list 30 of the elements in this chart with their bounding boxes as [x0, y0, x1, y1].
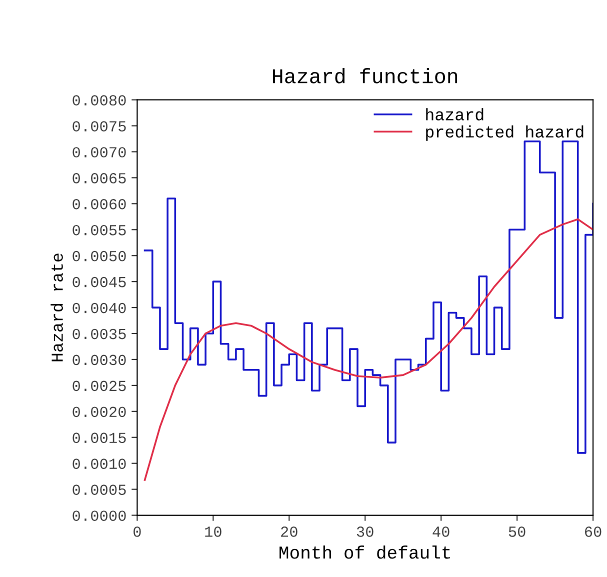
- y-tick-label: 0.0010: [72, 458, 126, 470]
- line-series: [144, 218, 594, 481]
- x-axis-title: Month of default: [280, 545, 450, 559]
- x-tick-label: 0: [134, 526, 141, 537]
- legend-label: predicted hazard: [426, 125, 584, 141]
- y-tick-label: 0.0055: [72, 224, 126, 236]
- y-tick-label: 0.0035: [72, 328, 126, 340]
- y-tick-label: 0.0015: [72, 432, 126, 444]
- chart-title: Hazard function: [272, 68, 458, 84]
- y-tick-label: 0.0020: [72, 406, 126, 418]
- y-tick-label: 0.0030: [72, 354, 126, 366]
- y-tick-label: 0.0050: [72, 250, 126, 262]
- y-tick-label: 0.0025: [72, 380, 126, 392]
- y-axis-title: Hazard rate: [50, 254, 63, 362]
- y-tick-label: 0.0065: [72, 173, 126, 184]
- y-tick-label: 0.0080: [72, 95, 126, 106]
- y-tick-label: 0.0040: [72, 302, 126, 314]
- x-tick-label: 60: [584, 526, 602, 537]
- legend-label: hazard: [426, 108, 484, 120]
- y-tick-label: 0.0005: [72, 484, 126, 495]
- y-tick-label: 0.0075: [72, 121, 126, 132]
- y-tick-label: 0.0045: [72, 276, 126, 288]
- x-tick-label: 40: [432, 526, 450, 537]
- y-tick-label: 0.0060: [72, 198, 126, 210]
- x-tick-label: 50: [508, 526, 526, 537]
- x-tick-label: 10: [205, 526, 222, 537]
- x-tick-label: 20: [281, 526, 298, 537]
- y-tick-label: 0.0000: [72, 510, 126, 521]
- x-tick-label: 30: [356, 526, 374, 537]
- y-tick-label: 0.0070: [72, 147, 126, 158]
